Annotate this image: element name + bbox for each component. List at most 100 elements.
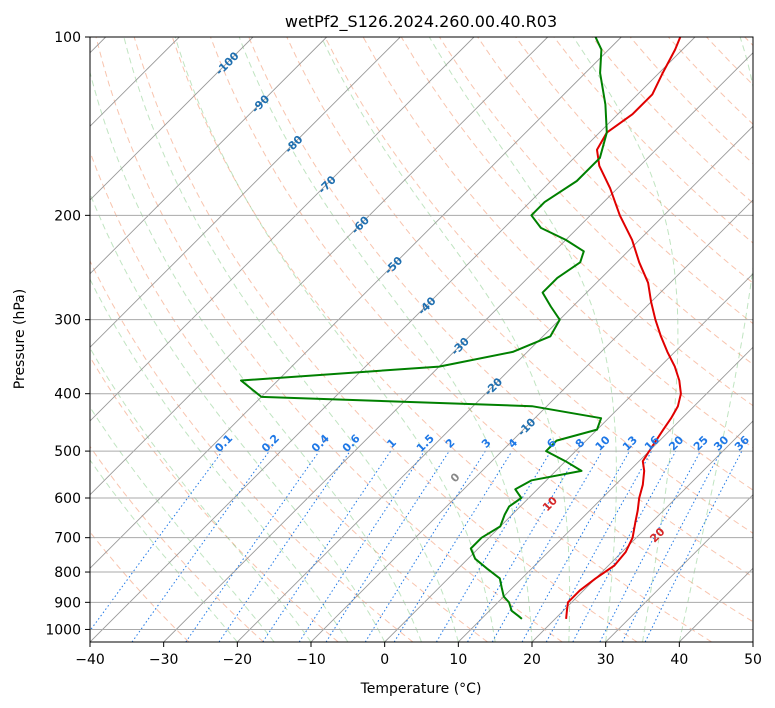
- moist-adiabat-line: [90, 406, 275, 642]
- moist-adiabat-line: [428, 37, 617, 642]
- y-tick-label: 100: [54, 30, 81, 46]
- mixing-ratio-label: 20: [666, 433, 686, 453]
- y-axis: 100 200 300 400 500 600 700 800 900 1000: [45, 30, 90, 638]
- isotherm-line: [605, 494, 753, 642]
- y-tick-label: 400: [54, 387, 81, 403]
- dry-adiabat-line: [90, 531, 190, 642]
- dry-adiabat-line: [171, 37, 712, 642]
- dry-adiabat-line: [133, 37, 638, 642]
- mixing-ratio-label: 8: [573, 436, 588, 451]
- dry-adiabat-line: [90, 259, 414, 642]
- background-lines: [90, 37, 753, 642]
- mixing-ratio-label: 25: [691, 433, 711, 453]
- dry-adiabat-line: [324, 37, 753, 491]
- isotherm-line: [163, 52, 753, 642]
- mixing-ratio-line: [467, 450, 580, 642]
- plot-area: -100-90-80-70-60-50-40-30-20-100.1 0.2 0.4…: [90, 37, 775, 642]
- mixing-ratio-label: 2: [443, 436, 458, 451]
- mixing-ratio-line: [393, 450, 513, 642]
- x-tick-label: 20: [523, 652, 541, 668]
- adiabat-label: 30: [762, 556, 775, 576]
- isotherm-line: [90, 37, 328, 275]
- mixing-ratio-line: [131, 450, 270, 642]
- isotherm-line: [90, 37, 401, 348]
- mixing-ratio-label: 4: [506, 436, 521, 451]
- y-tick-label: 900: [54, 595, 81, 611]
- isotherm-line: [90, 37, 475, 422]
- isotherm-line: [531, 420, 753, 642]
- mixing-ratio-label: 6: [544, 436, 559, 451]
- dry-adiabat-line: [515, 37, 753, 284]
- isotherm-label: -20: [482, 375, 505, 398]
- adiabat-label: 20: [647, 525, 667, 545]
- mixing-ratio-line: [644, 450, 743, 642]
- x-tick-label: −40: [75, 652, 105, 668]
- dry-adiabat-line: [210, 37, 753, 623]
- moist-adiabat-line: [678, 37, 753, 642]
- isotherm-label: -60: [349, 213, 372, 236]
- dry-adiabat-line: [248, 37, 753, 578]
- mixing-ratio-line: [545, 450, 653, 642]
- plot-frame: [89, 36, 754, 643]
- y-tick-label: 800: [54, 565, 81, 581]
- dry-adiabat-line: [744, 37, 753, 47]
- moist-adiabat-line: [90, 70, 422, 642]
- mixing-ratio-line: [185, 450, 320, 642]
- x-tick-label: 50: [744, 652, 762, 668]
- dry-adiabat-line: [90, 445, 264, 642]
- mixing-ratio-line: [90, 450, 223, 632]
- isotherm-line: [90, 37, 254, 201]
- x-axis-title: Temperature (°C): [360, 681, 482, 697]
- moist-adiabat-line: [123, 37, 459, 642]
- dry-adiabat-line: [286, 37, 753, 534]
- moist-adiabat-line: [90, 347, 312, 642]
- profile-lines: [240, 37, 682, 620]
- y-tick-label: 700: [54, 531, 81, 547]
- isotherm-label: -90: [249, 92, 272, 115]
- x-tick-label: −30: [149, 652, 179, 668]
- isotherm-label: -80: [282, 133, 305, 156]
- isotherm-line: [678, 567, 753, 642]
- mixing-ratio-line: [218, 450, 351, 642]
- x-tick-label: 40: [670, 652, 688, 668]
- mixing-ratio-line: [298, 450, 425, 642]
- adiabat-label: 10: [540, 494, 560, 514]
- isotherm-line: [384, 273, 753, 642]
- dry-adiabat-line: [706, 37, 753, 86]
- isotherm-line: [310, 199, 753, 642]
- dry-adiabat-line: [668, 37, 753, 125]
- dry-adiabat-line: [591, 37, 753, 204]
- isotherm-label: -50: [382, 254, 405, 277]
- x-axis: −40 −30 −20 −10 0 10 20 30 40 50: [75, 642, 762, 668]
- dry-adiabat-line: [90, 356, 339, 642]
- mixing-ratio-label: 10: [593, 433, 613, 453]
- dewpoint-profile-line: [240, 37, 608, 620]
- mixing-ratio-line: [364, 450, 486, 642]
- y-tick-label: 1000: [45, 622, 81, 638]
- moist-adiabat-line: [90, 278, 349, 642]
- x-tick-label: 30: [597, 652, 615, 668]
- x-tick-label: 0: [380, 652, 389, 668]
- moist-adiabat-line: [174, 37, 496, 642]
- isotherm-line: [236, 125, 753, 642]
- x-tick-label: −20: [223, 652, 253, 668]
- chart-title: wetPf2_S126.2024.260.00.40.R03: [285, 12, 557, 32]
- adiabat-label: 0: [448, 470, 463, 485]
- mixing-ratio-line: [262, 450, 392, 642]
- y-axis-title: Pressure (hPa): [12, 289, 28, 389]
- dry-adiabat-line: [90, 150, 488, 642]
- y-tick-label: 300: [54, 313, 81, 329]
- mixing-ratio-label: 30: [711, 433, 731, 453]
- x-tick-label: −10: [296, 652, 326, 668]
- mixing-ratio-label: 36: [732, 433, 752, 453]
- isotherm-line: [90, 37, 622, 569]
- x-tick-label: 10: [449, 652, 467, 668]
- mixing-ratio-label: 3: [479, 436, 494, 451]
- isotherm-line: [90, 37, 549, 496]
- isotherm-label: -70: [316, 173, 339, 196]
- isotherm-line: [457, 346, 753, 642]
- moist-adiabat-line: [572, 37, 679, 642]
- mixing-ratio-label: 1: [384, 436, 399, 451]
- moist-adiabat-line: [90, 459, 238, 642]
- dry-adiabat-line: [95, 37, 563, 642]
